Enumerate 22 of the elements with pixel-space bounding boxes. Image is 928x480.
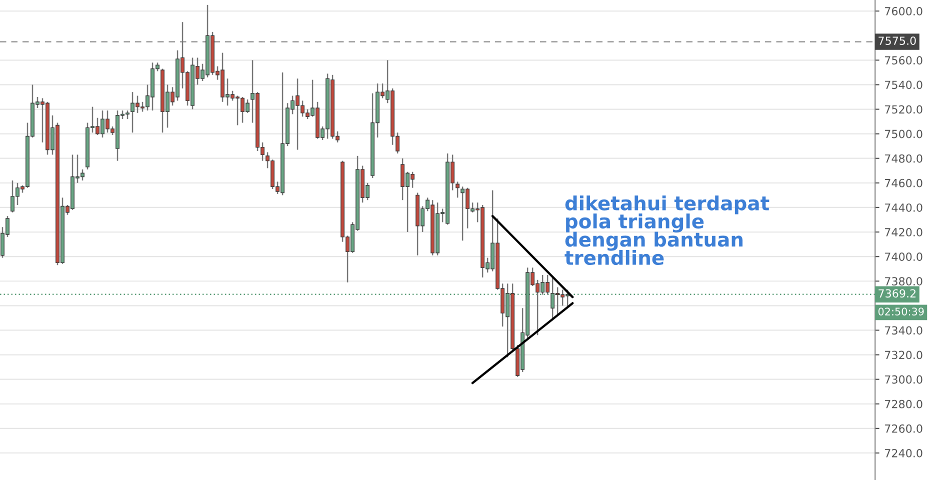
y-tick-label: 7540.0 — [885, 80, 922, 90]
y-tick-label: 7400.0 — [885, 252, 922, 261]
y-tick-label: 7460.0 — [885, 178, 922, 188]
y-tick-label: 7280.0 — [885, 400, 922, 408]
text: 02:50:39 — [878, 308, 924, 316]
y-tick-label: 7260.0 — [885, 424, 922, 433]
y-tick-label: 7520.0 — [885, 105, 922, 114]
ref-line-label: 7369.2 — [878, 289, 916, 298]
annotation: diketahui terdapat pola triangle dengan bantuan trendline — [564, 195, 770, 266]
y-tick-label: 7340.0 — [885, 326, 922, 335]
y-tick-label: 7240.0 — [885, 448, 922, 458]
candlestick — [456, 181, 460, 198]
y-tick-label: 7600.0 — [885, 7, 922, 16]
ref-line-label: 7575.0 — [878, 36, 916, 45]
y-tick-label: 7440.0 — [885, 203, 922, 212]
y-tick-label: 7320.0 — [885, 350, 922, 360]
y-tick-label: 7420.0 — [885, 228, 922, 236]
y-tick-label: 7560.0 — [885, 56, 922, 65]
y-tick-label: 7300.0 — [885, 375, 922, 384]
y-tick-label: 7480.0 — [885, 154, 922, 163]
y-tick-label: 7500.0 — [885, 130, 922, 138]
y-tick-label: 7380.0 — [885, 277, 922, 286]
